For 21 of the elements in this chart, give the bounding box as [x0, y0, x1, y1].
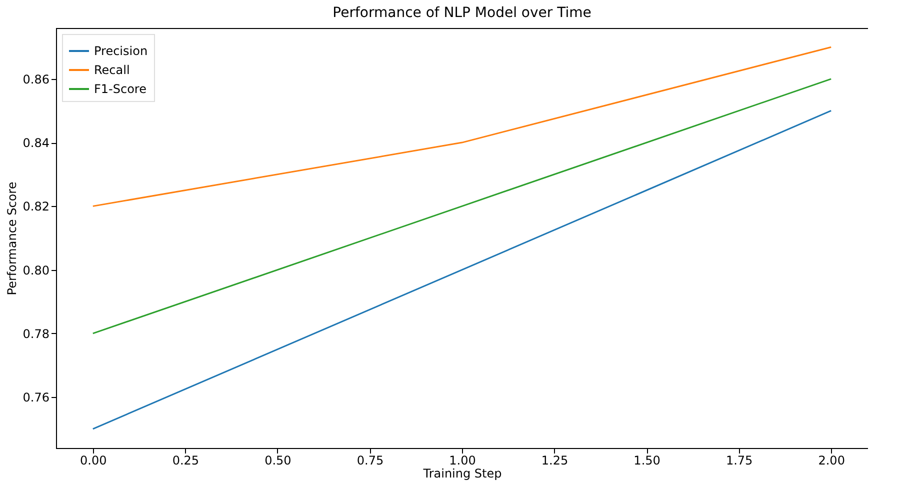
chart-title: Performance of NLP Model over Time	[332, 5, 592, 21]
x-tick-label: 0.00	[80, 454, 107, 468]
y-tick-label: 0.86	[22, 72, 50, 86]
legend-label: Precision	[94, 44, 148, 58]
y-axis-title: Performance Score	[4, 182, 19, 296]
x-tick-label: 0.50	[264, 454, 292, 468]
legend-label: Recall	[94, 63, 130, 77]
x-tick-label: 1.50	[634, 454, 660, 468]
y-tick-label: 0.78	[22, 326, 50, 341]
x-tick-label: 1.75	[726, 454, 753, 468]
x-axis-title: Training Step	[422, 466, 502, 480]
legend-label: F1-Score	[94, 82, 146, 96]
x-tick-label: 2.00	[818, 454, 845, 468]
x-tick-label: 0.75	[356, 454, 384, 468]
y-tick-label: 0.84	[22, 136, 50, 150]
x-tick-label: 1.25	[541, 454, 568, 468]
y-tick-label: 0.82	[22, 200, 50, 214]
y-tick-label: 0.80	[22, 263, 50, 278]
x-tick-label: 1.00	[449, 454, 476, 468]
x-tick-label: 0.25	[172, 454, 200, 468]
y-tick-label: 0.76	[22, 390, 50, 405]
